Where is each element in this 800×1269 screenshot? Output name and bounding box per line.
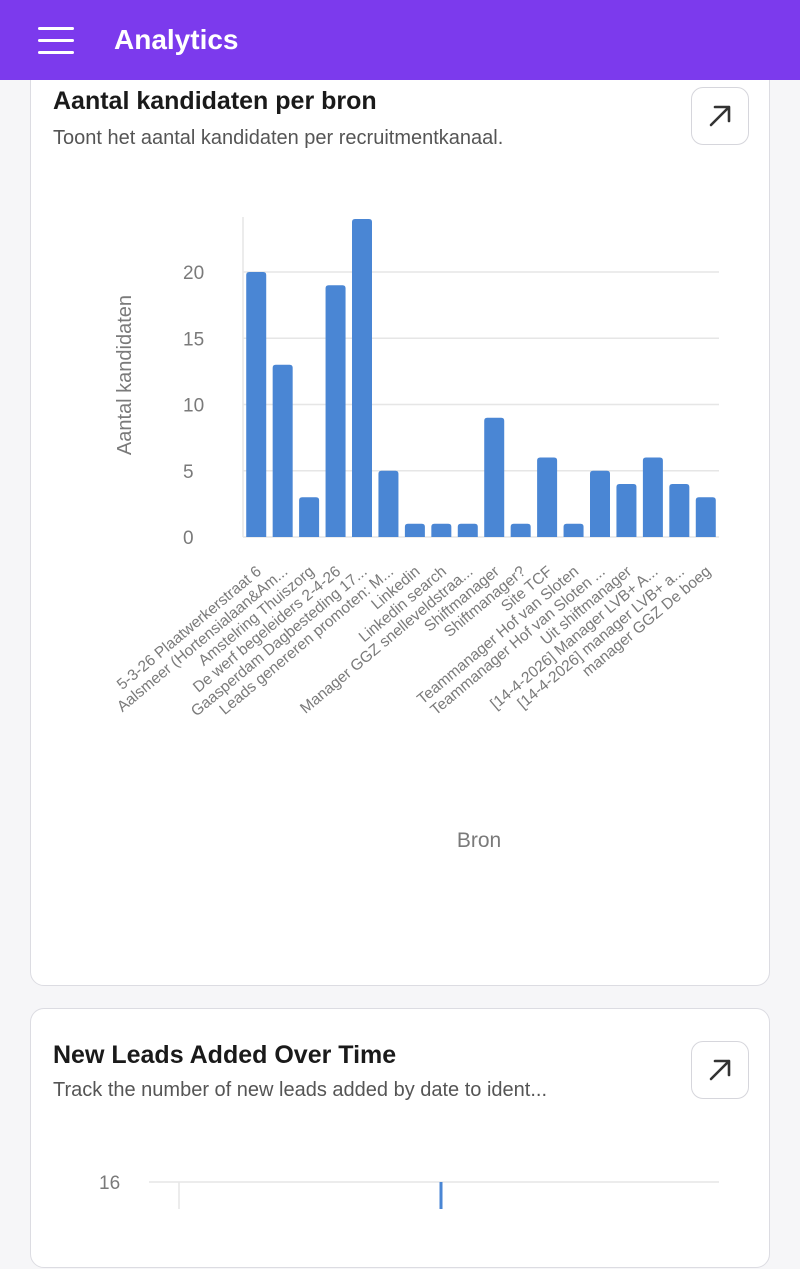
bar	[325, 285, 346, 537]
bar	[272, 364, 293, 537]
bar	[642, 457, 663, 537]
app-bar: Analytics	[0, 0, 800, 80]
line-chart: 16	[99, 1173, 719, 1209]
y-tick-label: 10	[183, 396, 204, 417]
bar	[616, 484, 637, 537]
hamburger-menu-icon[interactable]	[38, 20, 78, 60]
bar	[510, 523, 531, 537]
card-subtitle: Track the number of new leads added by d…	[53, 1079, 548, 1101]
card-title: New Leads Added Over Time	[53, 1041, 397, 1069]
bar	[378, 470, 399, 537]
y-tick-label: 5	[183, 462, 194, 483]
bar	[404, 523, 425, 537]
arrow-up-right-icon	[709, 105, 731, 127]
y-tick-label: 15	[183, 329, 204, 350]
app-title: Analytics	[114, 24, 239, 55]
card-subtitle: Toont het aantal kandidaten per recruitm…	[53, 127, 504, 149]
bar	[695, 497, 716, 537]
bar	[669, 484, 690, 537]
bar	[352, 219, 372, 537]
y-tick-label: 20	[183, 263, 204, 284]
bar	[457, 523, 478, 537]
expand-button[interactable]	[691, 87, 749, 145]
y-tick-label: 0	[183, 528, 194, 549]
bar	[563, 523, 584, 537]
y-axis-label: Aantal kandidaten	[114, 295, 136, 455]
bar	[431, 523, 452, 537]
card-title: Aantal kandidaten per bron	[53, 87, 377, 115]
expand-button[interactable]	[691, 1041, 749, 1099]
chart-card-candidates-per-source: 0 5 10 15 20 5-3-26 Plaatwerkerstraat 6 Aalsme…	[30, 40, 770, 986]
y-tick-label: 16	[99, 1173, 120, 1194]
bar	[246, 272, 267, 537]
bar	[537, 457, 558, 537]
x-axis-label: Bron	[457, 829, 501, 852]
bar	[484, 417, 505, 537]
arrow-up-right-icon	[709, 1059, 731, 1081]
chart-card-new-leads-over-time: 16 New Leads Added Over Time Track the n…	[30, 1008, 770, 1268]
bar	[299, 497, 320, 537]
bar	[590, 470, 610, 537]
